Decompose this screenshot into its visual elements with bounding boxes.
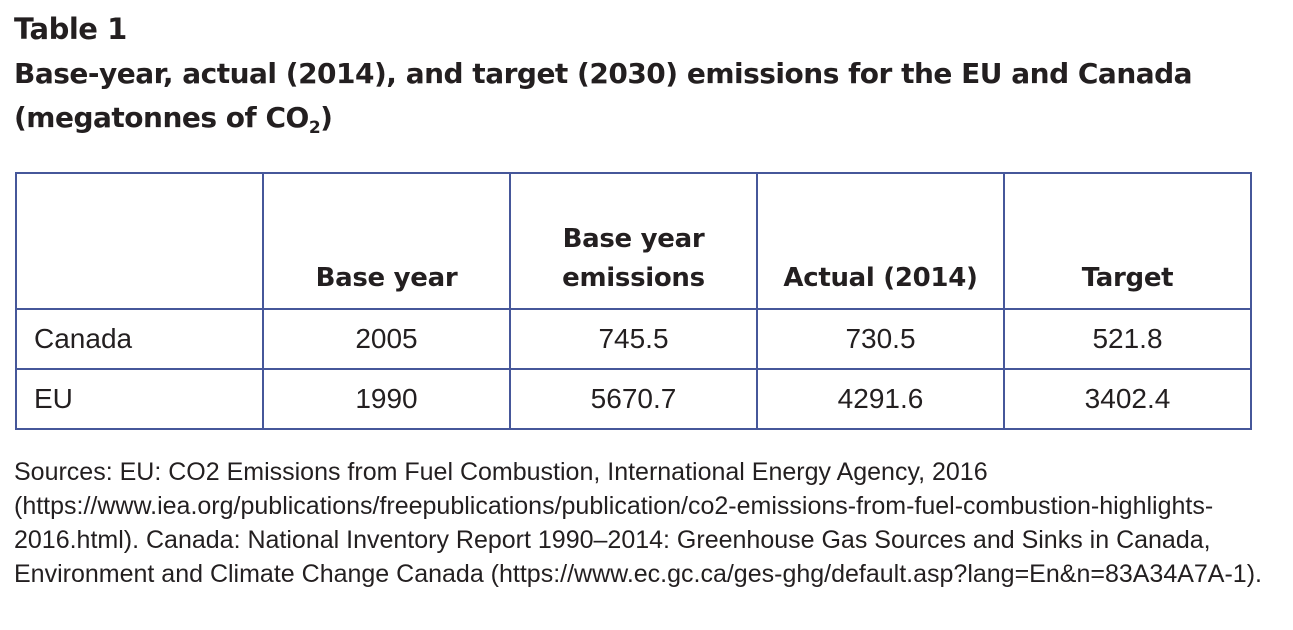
sources-note: Sources: EU: CO2 Emissions from Fuel Com… <box>14 458 1262 588</box>
cell-target: 521.8 <box>1003 308 1252 370</box>
header-base-year-emissions-text: Base year emissions <box>562 224 705 293</box>
header-cell-target: Target <box>1003 172 1252 310</box>
header-row: Base year Base year emissions Actual (20… <box>15 172 1252 310</box>
cell-base-year-emissions: 5670.7 <box>509 368 758 430</box>
table-row: EU 1990 5670.7 4291.6 3402.4 <box>15 368 1252 430</box>
cell-base-year-emissions: 745.5 <box>509 308 758 370</box>
table-title-subscript: 2 <box>308 118 321 138</box>
cell-base-year: 1990 <box>262 368 511 430</box>
table-label: Table 1 <box>14 12 127 46</box>
table-row: Canada 2005 745.5 730.5 521.8 <box>15 308 1252 370</box>
cell-base-year: 2005 <box>262 308 511 370</box>
table-heading: Table 1 Base-year, actual (2014), and ta… <box>14 6 1289 140</box>
table-title-end: ) <box>320 101 333 134</box>
header-cell-actual-2014: Actual (2014) <box>756 172 1005 310</box>
cell-target: 3402.4 <box>1003 368 1252 430</box>
row-label-eu: EU <box>15 368 264 430</box>
header-cell-base-year: Base year <box>262 172 511 310</box>
header-cell-empty <box>15 172 264 310</box>
emissions-table: Base year Base year emissions Actual (20… <box>15 172 1252 430</box>
cell-actual-2014: 4291.6 <box>756 368 1005 430</box>
row-label-canada: Canada <box>15 308 264 370</box>
header-cell-base-year-emissions: Base year emissions <box>509 172 758 310</box>
table-title-text: Base-year, actual (2014), and target (20… <box>14 57 1193 134</box>
cell-actual-2014: 730.5 <box>756 308 1005 370</box>
table-title: Base-year, actual (2014), and target (20… <box>14 52 1289 140</box>
